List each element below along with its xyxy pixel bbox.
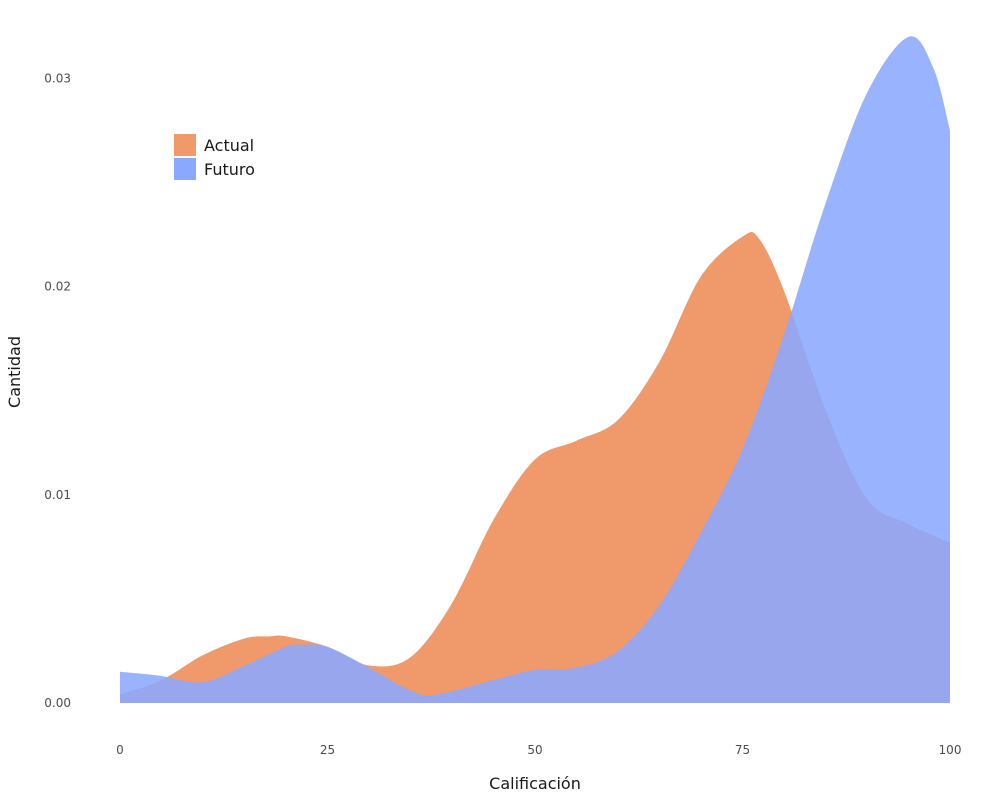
x-tick-label: 0	[116, 743, 124, 757]
y-axis-ticks: 0.00 0.01 0.02 0.03	[44, 71, 71, 710]
legend-swatch-actual	[174, 134, 196, 156]
y-axis-title: Cantidad	[5, 336, 24, 408]
x-tick-label: 50	[527, 743, 542, 757]
x-tick-label: 100	[939, 743, 962, 757]
legend-label-actual: Actual	[204, 136, 254, 155]
plot-areas	[120, 36, 950, 704]
x-tick-label: 75	[735, 743, 750, 757]
legend: Actual Futuro	[174, 134, 255, 180]
density-area-futuro	[120, 36, 950, 704]
y-tick-label: 0.02	[44, 280, 71, 294]
y-tick-label: 0.03	[44, 71, 71, 85]
x-tick-label: 25	[320, 743, 335, 757]
x-axis-title: Calificación	[489, 774, 581, 793]
legend-label-futuro: Futuro	[204, 160, 255, 179]
y-tick-label: 0.00	[44, 696, 71, 710]
legend-swatch-futuro	[174, 158, 196, 180]
x-axis-ticks: 0 25 50 75 100	[116, 743, 961, 757]
y-tick-label: 0.01	[44, 488, 71, 502]
